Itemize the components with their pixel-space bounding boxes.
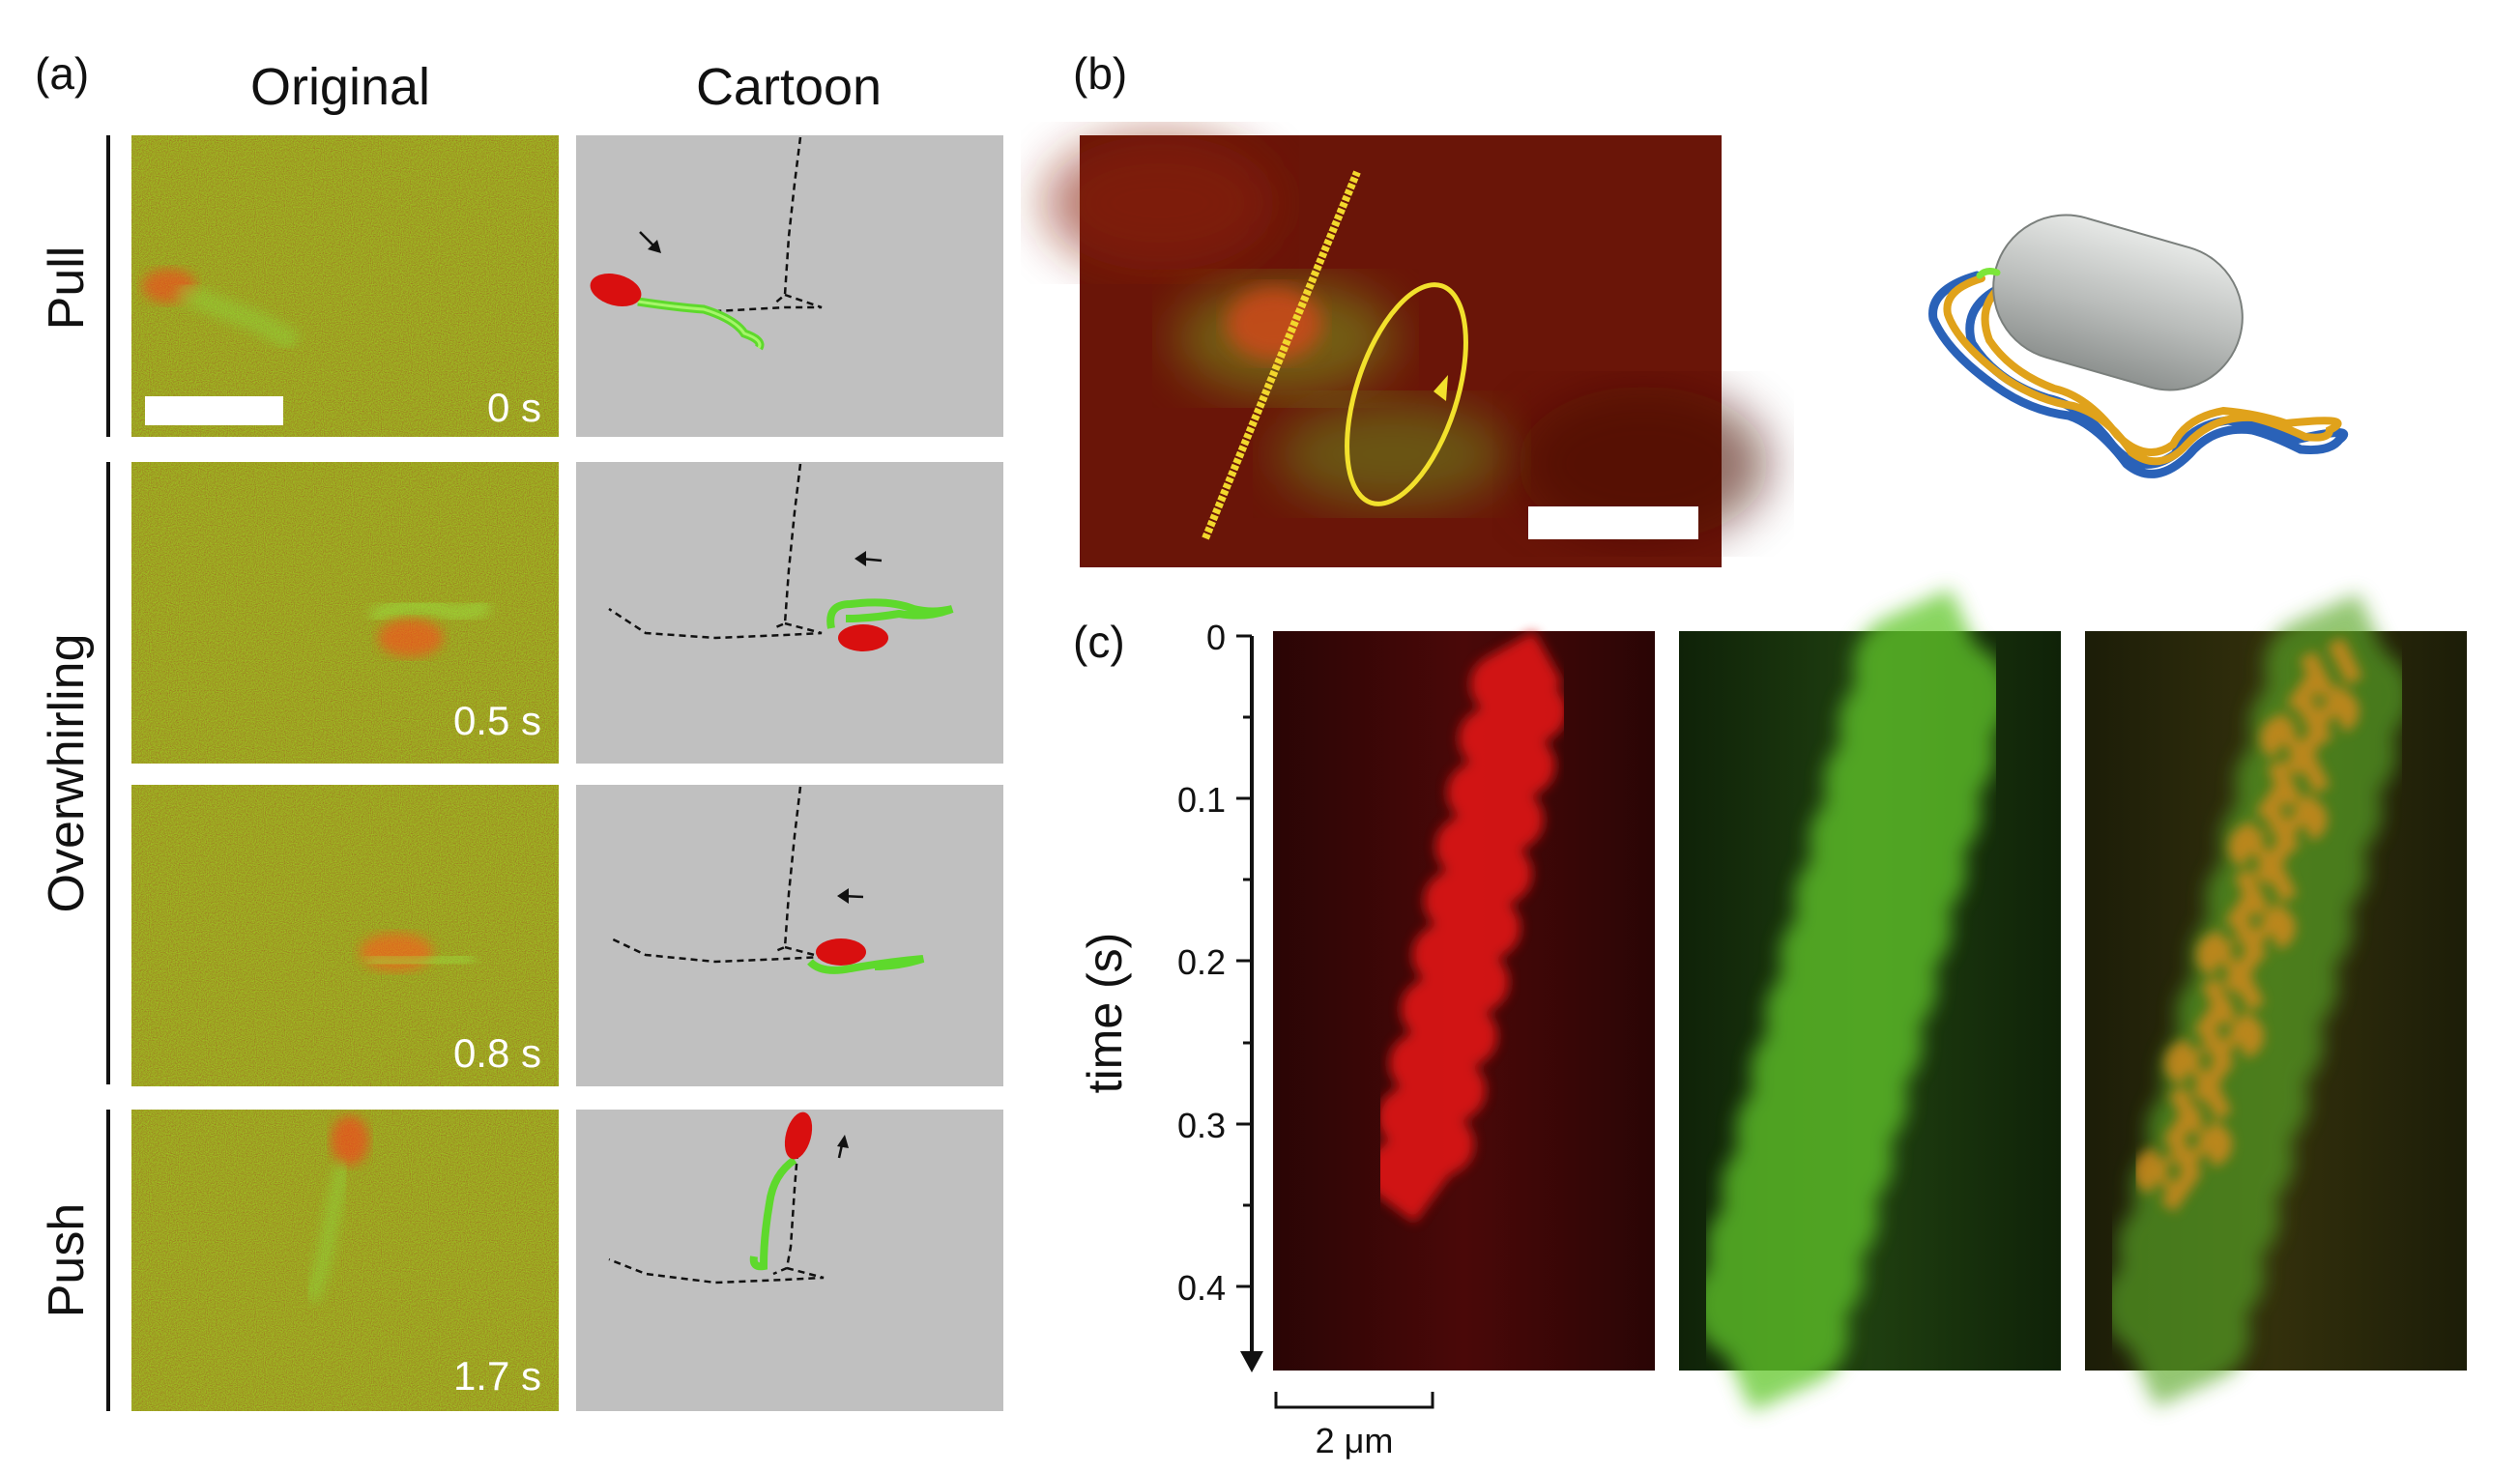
tick-label-0.2: 0.2 <box>1177 942 1226 982</box>
time-stamp-row-2: 0.5 s <box>453 698 541 743</box>
panel-a-label: (a) <box>35 48 89 99</box>
row-label-pull: Pull <box>39 246 95 331</box>
scale-bar-b <box>1528 506 1698 539</box>
col-header-cartoon: Cartoon <box>696 58 882 116</box>
cartoon-row-3 <box>576 785 1003 1086</box>
bacterium-model <box>1928 214 2349 478</box>
cartoon-row-2 <box>576 462 1003 764</box>
kymograph-red <box>1273 630 1655 1371</box>
kymograph-merge <box>2085 593 2467 1407</box>
scan-line <box>1202 170 1361 540</box>
rotation-ellipse <box>1345 282 1468 506</box>
time-stamp-row-1: 0 s <box>487 385 541 430</box>
tick-label-0.1: 0.1 <box>1177 780 1226 820</box>
panel-b-label: (b) <box>1073 48 1127 99</box>
time-stamp-row-4: 1.7 s <box>453 1353 541 1399</box>
panel-c-label: (c) <box>1073 617 1125 667</box>
time-stamp-row-3: 0.8 s <box>453 1030 541 1076</box>
fluorescence-image <box>1044 135 1769 567</box>
row-label-overwhirling: Overwhirling <box>39 634 95 913</box>
scale-bar-original <box>145 396 283 425</box>
original-image-row-2 <box>131 462 559 764</box>
scale-bar-c-label: 2 μm <box>1316 1421 1394 1460</box>
cartoon-row-4 <box>576 1110 1003 1411</box>
rotation-arrowhead <box>1434 375 1448 401</box>
original-image-row-3 <box>131 785 559 1086</box>
original-image-row-1 <box>131 135 559 437</box>
time-axis-arrow <box>1240 1351 1263 1372</box>
row-label-push: Push <box>39 1203 95 1318</box>
cartoon-row-1 <box>576 135 1003 437</box>
original-image-row-4 <box>131 1110 559 1411</box>
scale-bar-c <box>1274 1392 1434 1409</box>
time-axis-label: time (s) <box>1078 933 1132 1094</box>
time-axis-ticks <box>1236 634 1252 1288</box>
tick-label-0: 0 <box>1206 618 1226 657</box>
kymograph-green <box>1679 589 2061 1412</box>
tick-label-0.3: 0.3 <box>1177 1106 1226 1145</box>
col-header-original: Original <box>250 58 430 116</box>
tick-label-0.4: 0.4 <box>1177 1268 1226 1308</box>
